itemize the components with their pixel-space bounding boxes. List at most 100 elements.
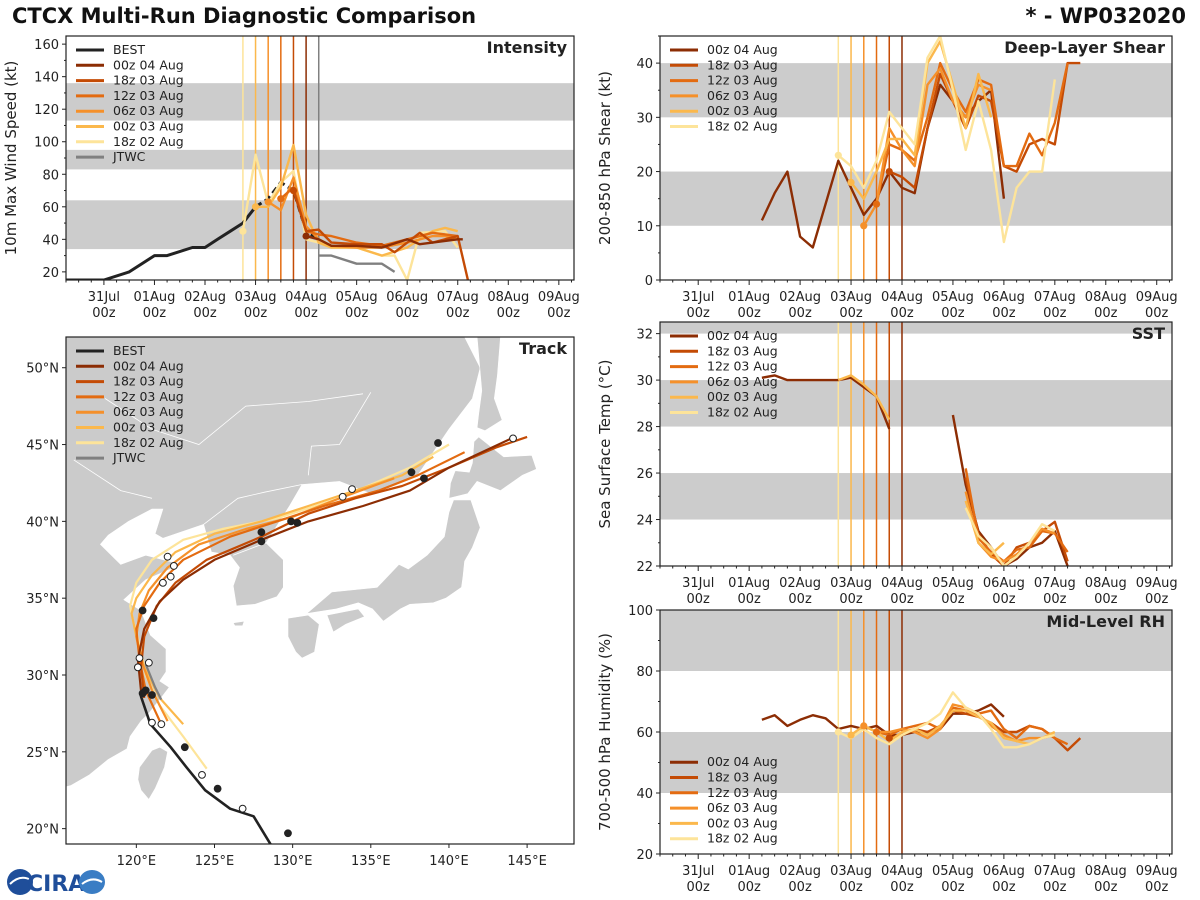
rh-xtick-hour-2: 00z <box>788 880 812 895</box>
track-marker-14 <box>149 614 158 623</box>
shear-xtick-hour-3: 00z <box>839 306 863 321</box>
rh-init-point-00z-03-aug <box>847 731 855 739</box>
rh-xtick-hour-6: 00z <box>992 880 1016 895</box>
logo-globe-icon <box>7 869 33 895</box>
shear-ytick-label-20: 20 <box>636 166 653 181</box>
track-marker-8 <box>141 686 150 695</box>
intensity-series-00z-04-aug-8 <box>305 234 463 249</box>
track-marker-18 <box>163 552 172 561</box>
shear-xtick-date-05aug: 05Aug <box>932 290 974 305</box>
sst-plot-area <box>660 322 1172 566</box>
rh-ytick-label-60: 60 <box>636 726 653 741</box>
track-xtick-label-145: 145°E <box>507 854 547 869</box>
intensity-ylabel: 10m Max Wind Speed (kt) <box>2 61 20 256</box>
intensity-xtick-hour-5: 00z <box>345 306 369 321</box>
kyushu-landmass <box>287 614 320 659</box>
sst-ytick-label-32: 32 <box>636 328 653 343</box>
legend-label-00z-04-aug: 00z 04 Aug <box>707 42 778 57</box>
intensity-init-point-06z-03-aug <box>264 198 272 206</box>
rh-xtick-hour-3: 00z <box>839 880 863 895</box>
legend-label-best: BEST <box>113 343 145 358</box>
track-marker-17 <box>169 562 178 570</box>
track-marker-1 <box>238 804 247 813</box>
rh-chart: 2040608010031Jul00z01Aug00z02Aug00z03Aug… <box>596 604 1178 895</box>
rh-xtick-date-01aug: 01Aug <box>728 864 770 879</box>
intensity-series-18z-03-aug-7 <box>292 190 470 280</box>
intensity-xtick-hour-7: 00z <box>446 306 470 321</box>
legend-label-18z-02-aug: 18z 02 Aug <box>707 119 778 134</box>
intensity-xtick-hour-4: 00z <box>294 306 318 321</box>
rh-xtick-date-08aug: 08Aug <box>1085 864 1127 879</box>
intensity-ytick-label-100: 100 <box>34 136 59 151</box>
track-xtick-label-125: 125°E <box>195 854 235 869</box>
sst-frame <box>659 321 1173 567</box>
track-marker-13 <box>138 606 147 615</box>
intensity-xtick-date-04aug: 04Aug <box>285 290 327 305</box>
legend-label-00z-04-aug: 00z 04 Aug <box>113 358 184 373</box>
legend-label-12z-03-aug: 12z 03 Aug <box>707 359 778 374</box>
jeju-landmass <box>232 620 245 627</box>
shear-init-point-06z-03-aug <box>860 222 868 230</box>
sst-xtick-hour-0: 00z <box>687 592 711 607</box>
intensity-ytick-label-140: 140 <box>34 71 59 86</box>
track-xtick-label-120: 120°E <box>117 854 157 869</box>
legend-label-06z-03-aug: 06z 03 Aug <box>707 800 778 815</box>
rh-init-point-12z-03-aug <box>872 728 881 736</box>
shear-xtick-hour-9: 00z <box>1145 306 1169 321</box>
intensity-chart: 2040608010012014016031Jul00z01Aug00z02Au… <box>2 35 580 321</box>
logo-text: CIRA <box>27 872 85 897</box>
legend-label-12z-03-aug: 12z 03 Aug <box>113 88 184 103</box>
intensity-xtick-date-07aug: 07Aug <box>437 290 479 305</box>
legend-label-18z-02-aug: 18z 02 Aug <box>707 831 778 846</box>
shear-xtick-hour-8: 00z <box>1094 306 1118 321</box>
track-chart: 120°E 125°E 130°E 135°E 140°E 145°E 20°N 25°N 30… <box>26 336 575 869</box>
track-marker-12 <box>144 658 153 667</box>
intensity-init-point-00z-04-aug <box>302 232 310 240</box>
taiwan-landmass <box>137 746 168 800</box>
sst-ytick-label-26: 26 <box>636 467 653 482</box>
shear-xtick-date-01aug: 01Aug <box>728 290 770 305</box>
legend-label-18z-03-aug: 18z 03 Aug <box>113 374 184 389</box>
sst-xtick-date-08aug: 08Aug <box>1085 576 1127 591</box>
rh-xtick-hour-9: 00z <box>1145 880 1169 895</box>
rh-xtick-date-03aug: 03Aug <box>830 864 872 879</box>
legend-label-18z-03-aug: 18z 03 Aug <box>113 73 184 88</box>
rh-xtick-date-05aug: 05Aug <box>932 864 974 879</box>
intensity-xtick-date-01aug: 01Aug <box>133 290 175 305</box>
intensity-xtick-date-08aug: 08Aug <box>487 290 529 305</box>
intensity-xtick-hour-9: 00z <box>547 306 571 321</box>
sst-chart: 22242628303231Jul00z01Aug00z02Aug00z03Au… <box>596 321 1178 607</box>
shear-init-point-00z-03-aug <box>847 178 855 186</box>
track-marker-26 <box>420 474 428 483</box>
track-ytick-label-25: 25°N <box>26 746 59 761</box>
legend-label-12z-03-aug: 12z 03 Aug <box>707 785 778 800</box>
intensity-band-1 <box>66 149 574 170</box>
legend-label-00z-04-aug: 00z 04 Aug <box>113 57 184 72</box>
legend-label-18z-02-aug: 18z 02 Aug <box>707 405 778 420</box>
shear-series-18z-02-aug-5 <box>837 36 1056 244</box>
land-border-4 <box>307 392 372 476</box>
intensity-xtick-date-03aug: 03Aug <box>235 290 277 305</box>
intensity-xtick-date-02aug: 02Aug <box>184 290 226 305</box>
rh-ylabel: 700-500 hPa Humidity (%) <box>596 633 614 831</box>
intensity-xtick-hour-3: 00z <box>244 306 268 321</box>
track-marker-11 <box>135 654 144 662</box>
sst-xtick-hour-5: 00z <box>941 592 965 607</box>
track-ytick-label-40: 40°N <box>26 515 59 530</box>
track-marker-22 <box>293 519 302 527</box>
legend-label-best: BEST <box>113 42 145 57</box>
shear-xtick-hour-1: 00z <box>737 306 761 321</box>
shear-chart: 01020304031Jul00z01Aug00z02Aug00z03Aug00… <box>596 35 1178 321</box>
legend-label-06z-03-aug: 06z 03 Aug <box>707 88 778 103</box>
shear-xtick-hour-5: 00z <box>941 306 965 321</box>
rh-xtick-hour-4: 00z <box>890 880 914 895</box>
legend-label-00z-03-aug: 00z 03 Aug <box>113 119 184 134</box>
track-marker-20 <box>257 528 266 537</box>
legend-label-jtwc: JTWC <box>112 149 146 164</box>
track-xtick-label-135: 135°E <box>351 854 391 869</box>
sakhalin-landmass <box>476 337 503 432</box>
intensity-xtick-hour-1: 00z <box>143 306 167 321</box>
shear-ytick-label-40: 40 <box>636 57 653 72</box>
legend-label-jtwc: JTWC <box>112 450 146 465</box>
legend-label-18z-02-aug: 18z 02 Aug <box>113 435 184 450</box>
